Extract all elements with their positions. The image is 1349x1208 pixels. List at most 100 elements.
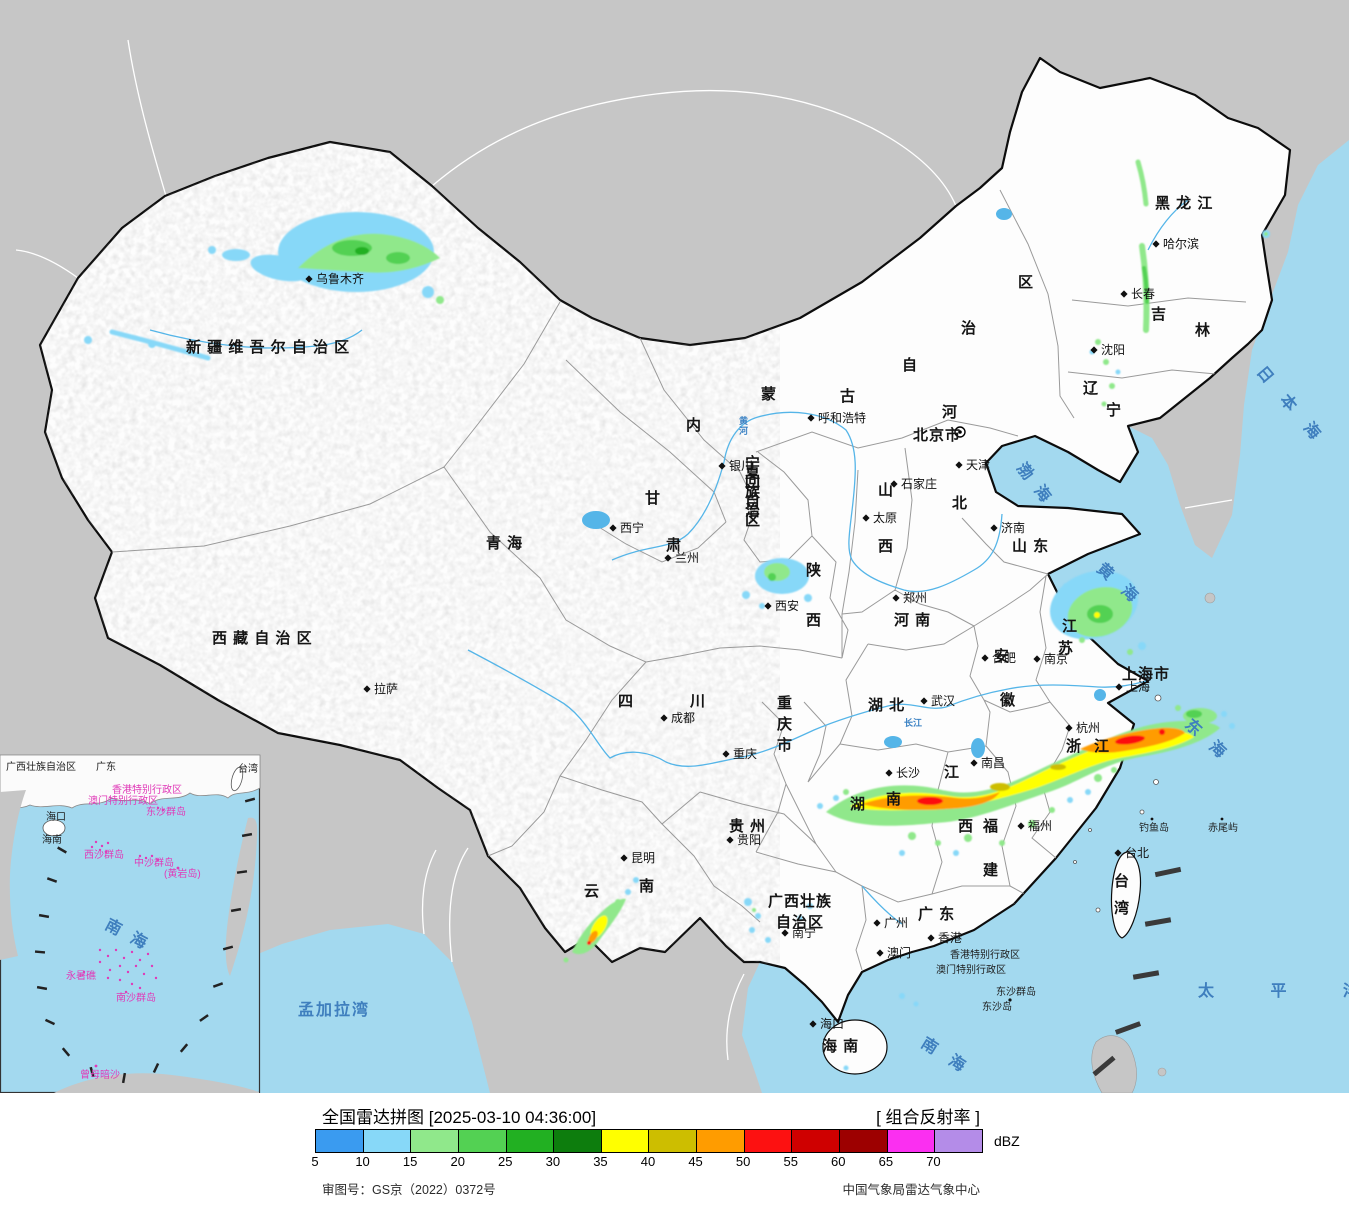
city-marker-icon <box>305 275 313 283</box>
map-approval-number: 审图号：GS京（2022）0372号 <box>322 1183 496 1197</box>
province-label: 肃 <box>666 536 682 554</box>
city-label: 郑州 <box>903 590 927 605</box>
city-label: 重庆 <box>733 747 757 761</box>
river-label: 黄河 <box>739 415 748 436</box>
city-label: 兰州 <box>675 551 699 565</box>
province-label: 内 <box>686 416 702 434</box>
inset-label: 西沙群岛 <box>84 848 124 861</box>
province-label: 湾 <box>1114 899 1130 917</box>
city-marker-icon <box>862 514 870 522</box>
inset-label: 广西壮族自治区 <box>6 760 76 773</box>
province-label: 黑 龙 江 <box>1155 194 1213 212</box>
legend-value-label: 60 <box>831 1154 846 1169</box>
city-label: 西安 <box>775 598 799 613</box>
capital-marker-dot <box>958 430 962 434</box>
reflectivity-colorbar <box>315 1129 983 1153</box>
province-label: 西 <box>958 818 974 835</box>
city-label: 武汉 <box>931 694 955 708</box>
legend-value-label: 10 <box>355 1154 370 1169</box>
legend-value-label: 50 <box>735 1154 751 1169</box>
inset-label: 海南 <box>42 833 62 846</box>
legend-value-label: 5 <box>311 1154 319 1169</box>
inset-label: 永暑礁 <box>66 969 96 982</box>
city-marker-icon <box>1017 822 1025 830</box>
legend-value-label: 25 <box>498 1154 513 1169</box>
province-label: 江 <box>1062 617 1078 635</box>
province-label: 西 <box>878 538 894 555</box>
city-label: 昆明 <box>631 851 655 865</box>
map-title: 全国雷达拼图 [2025-03-10 04:36:00] <box>322 1103 596 1128</box>
legend-color-cell-30 <box>553 1130 601 1152</box>
city-label: 海口 <box>820 1016 844 1031</box>
inset-label: 台湾 <box>238 762 258 775</box>
poi-label: 东沙岛 <box>982 1000 1012 1013</box>
province-label: 陕 <box>806 561 822 579</box>
province-label: 台 <box>1114 872 1130 890</box>
province-label: 河 南 <box>894 611 931 629</box>
legend-color-cell-35 <box>600 1130 649 1152</box>
province-label: 青 海 <box>486 534 523 552</box>
city-marker-icon <box>807 414 815 422</box>
province-label: 区 <box>1018 274 1034 291</box>
inset-island-dots <box>82 806 180 1068</box>
city-marker-icon <box>809 1020 817 1028</box>
legend-color-cell-15 <box>410 1130 458 1152</box>
province-label: 河 <box>942 403 958 421</box>
product-type-label: [ 组合反射率 ] <box>876 1108 980 1127</box>
legend-value-label: 15 <box>402 1154 418 1169</box>
city-marker-icon <box>726 836 734 844</box>
inset-label: 曾母暗沙 <box>80 1068 120 1081</box>
legend-color-cell-10 <box>362 1130 411 1152</box>
province-label: 宁 <box>1106 401 1122 419</box>
province-label: 建 <box>983 861 999 879</box>
province-label: 四 <box>618 693 634 710</box>
city-label: 银川 <box>729 459 753 473</box>
city-label: 南京 <box>1044 651 1068 666</box>
legend-color-cell-45 <box>696 1130 744 1152</box>
inset-label: 广东 <box>96 760 116 773</box>
poi-label: 香港特别行政区 <box>950 948 1020 961</box>
luzon-island <box>1091 1035 1137 1093</box>
province-label: 西 <box>806 612 822 629</box>
sea-label: 太 平 洋 <box>1197 981 1349 1000</box>
province-label: 南 <box>639 877 655 895</box>
inset-label: 海口 <box>46 810 66 823</box>
small-island <box>1157 1067 1167 1077</box>
province-label: 浙 <box>1066 737 1082 755</box>
colorbar-values: 5 10 15 20 25 30 35 40 45 50 55 60 65 70 <box>311 1154 1015 1170</box>
city-label: 广州 <box>884 916 908 930</box>
province-label: 川 <box>689 693 706 710</box>
city-label: 杭州 <box>1076 720 1100 735</box>
province-label: 南 <box>886 790 902 808</box>
province-label: 西 藏 自 治 区 <box>212 629 313 647</box>
city-label: 呼和浩特 <box>818 410 866 425</box>
city-label: 乌鲁木齐 <box>316 271 364 286</box>
city-marker-icon <box>781 929 789 937</box>
city-marker-icon <box>920 697 928 705</box>
province-label: 自 <box>902 356 918 374</box>
poi-label: 钓鱼岛 <box>1139 821 1169 834</box>
inset-label: 澳门特别行政区 <box>88 794 158 807</box>
city-label: 西宁 <box>620 520 644 535</box>
city-marker-icon <box>1114 849 1122 857</box>
province-label: 云 <box>584 883 600 900</box>
province-label: 广 东 <box>918 905 955 923</box>
legend-panel: 全国雷达拼图 [2025-03-10 04:36:00] [ 组合反射率 ] d… <box>0 1093 1349 1208</box>
city-marker-icon <box>876 949 884 957</box>
city-label: 长沙 <box>896 766 920 780</box>
capital-label: 北京市 <box>913 426 961 444</box>
city-label: 拉萨 <box>374 681 398 696</box>
legend-value-label: 70 <box>926 1154 941 1169</box>
legend-value-label: 65 <box>878 1154 894 1169</box>
legend-color-cell-65 <box>886 1130 935 1152</box>
province-label: 林 <box>1195 321 1211 339</box>
city-marker-icon <box>890 480 898 488</box>
city-marker-icon <box>970 759 978 767</box>
province-label: 湖 <box>850 796 866 813</box>
poi-label: 赤尾屿 <box>1208 822 1238 834</box>
timestamp: [2025-03-10 04:36:00] <box>428 1108 597 1127</box>
legend-color-cell-20 <box>457 1130 506 1152</box>
legend-value-label: 20 <box>450 1154 465 1169</box>
province-label: 自治区 <box>776 913 824 931</box>
